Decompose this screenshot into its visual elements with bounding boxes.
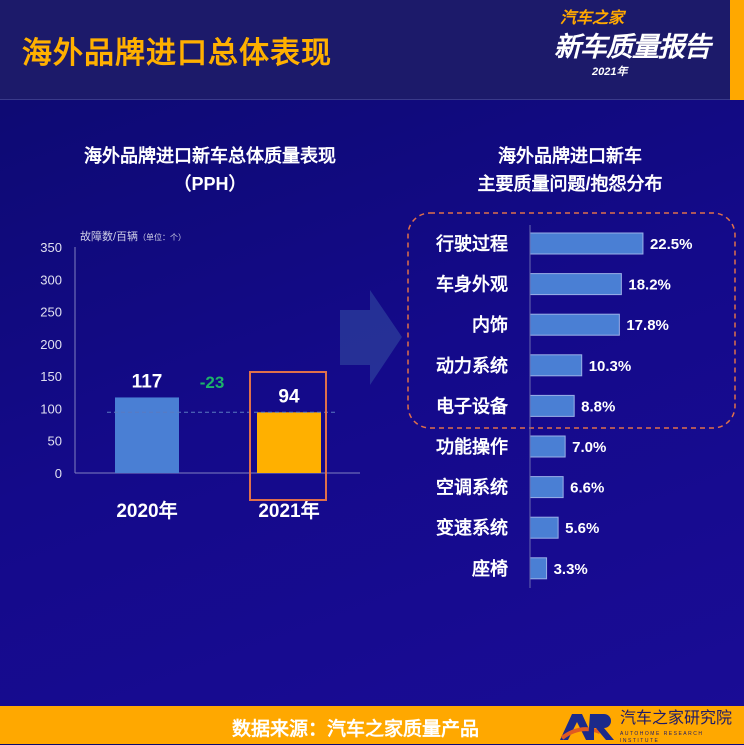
right-chart-title: 海外品牌进口新车 主要质量问题/抱怨分布	[400, 142, 740, 198]
bar	[529, 557, 548, 580]
chart-subtitle: （PPH）	[173, 174, 247, 194]
y-tick-label: 150	[40, 369, 62, 384]
data-label: 17.8%	[626, 317, 669, 334]
y-tick-label: 250	[40, 305, 62, 320]
logo-line: 2021年	[592, 66, 628, 78]
left-chart-title: 海外品牌进口新车总体质量表现 （PPH）	[40, 142, 380, 198]
bar	[529, 354, 583, 377]
data-label: 8.8%	[581, 398, 615, 415]
highlight-box	[249, 371, 327, 501]
data-label: 6.6%	[570, 480, 604, 497]
category-label: 动力系统	[436, 355, 508, 376]
header: 海外品牌进口总体表现 汽车之家 新车质量报告 2021年	[0, 0, 744, 100]
data-label: 10.3%	[589, 358, 632, 375]
chart-title: 海外品牌进口新车总体质量表现	[84, 146, 336, 166]
logo-line: 汽车之家	[560, 10, 625, 27]
report-logo: 汽车之家 新车质量报告 2021年	[548, 8, 720, 96]
accent-stripe	[730, 0, 744, 100]
chart-title: 海外品牌进口新车	[498, 146, 642, 166]
data-label: 5.6%	[565, 520, 599, 537]
category-label: 功能操作	[436, 436, 508, 457]
page-title: 海外品牌进口总体表现	[22, 37, 332, 70]
y-tick-label: 300	[40, 272, 62, 287]
y-axis-unit: （单位：个）	[138, 232, 186, 242]
category-label: 行驶过程	[435, 233, 508, 254]
bar	[115, 397, 179, 473]
category-label: 空调系统	[436, 477, 508, 498]
data-label: 3.3%	[554, 561, 588, 578]
bar	[257, 412, 321, 473]
y-tick-label: 50	[48, 434, 62, 449]
org-subtitle: AUTOHOME RESEARCH INSTITUTE	[620, 731, 704, 744]
bar	[529, 435, 566, 458]
y-tick-label: 100	[40, 401, 62, 416]
difference-annotation: -23	[200, 373, 225, 392]
category-label: 内饰	[472, 314, 508, 335]
footer: 数据来源：汽车之家质量产品 汽车之家研究院 AUTOHOME RESEARCH …	[0, 706, 744, 744]
category-label: 车身外观	[436, 274, 508, 295]
bar	[529, 476, 564, 499]
data-source: 数据来源：汽车之家质量产品	[232, 719, 480, 740]
x-tick-label: 2021年	[258, 499, 319, 522]
y-tick-label: 350	[40, 240, 62, 255]
data-label: 94	[278, 386, 300, 407]
org-name: 汽车之家研究院	[620, 710, 733, 727]
category-label: 座椅	[472, 558, 508, 579]
data-label: 22.5%	[650, 236, 693, 253]
logo-line: 新车质量报告	[554, 32, 711, 62]
bar	[529, 516, 559, 539]
category-label: 变速系统	[436, 517, 508, 538]
bar	[529, 273, 622, 296]
y-tick-label: 0	[55, 466, 62, 481]
category-label: 电子设备	[436, 395, 509, 416]
y-axis-label: 故障数/百辆（单位：个）	[80, 229, 186, 243]
chart-subtitle: 主要质量问题/抱怨分布	[477, 174, 663, 194]
arrow-icon	[340, 290, 402, 385]
ar-logo-icon	[560, 714, 614, 740]
data-label: 117	[132, 371, 163, 392]
bar	[529, 394, 575, 417]
data-label: 7.0%	[572, 439, 606, 456]
bar	[529, 232, 644, 255]
bar	[529, 313, 620, 336]
data-label: 18.2%	[628, 277, 671, 294]
x-tick-label: 2020年	[116, 499, 177, 522]
y-tick-label: 200	[40, 337, 62, 352]
